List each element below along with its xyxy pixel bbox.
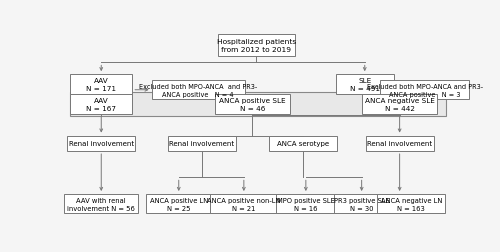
FancyBboxPatch shape	[336, 75, 394, 94]
FancyBboxPatch shape	[168, 136, 236, 151]
FancyBboxPatch shape	[214, 95, 290, 114]
FancyBboxPatch shape	[68, 136, 135, 151]
FancyBboxPatch shape	[366, 136, 434, 151]
Text: SLE
N = 491: SLE N = 491	[350, 78, 380, 91]
Text: MPO positive SLE
N = 16: MPO positive SLE N = 16	[277, 197, 335, 211]
FancyBboxPatch shape	[362, 95, 438, 114]
FancyBboxPatch shape	[70, 92, 446, 117]
Text: ANCA negative LN
N = 163: ANCA negative LN N = 163	[380, 197, 442, 211]
Text: ANCA positive non-LN
N = 21: ANCA positive non-LN N = 21	[207, 197, 281, 211]
FancyBboxPatch shape	[146, 194, 212, 214]
Text: AAV with renal
involvement N = 56: AAV with renal involvement N = 56	[68, 197, 135, 211]
Text: AAV
N = 167: AAV N = 167	[86, 98, 116, 111]
Text: Hospitalized patients
from 2012 to 2019: Hospitalized patients from 2012 to 2019	[216, 39, 296, 53]
FancyBboxPatch shape	[152, 81, 244, 100]
FancyBboxPatch shape	[210, 194, 278, 214]
Text: Renal involvement: Renal involvement	[367, 141, 432, 147]
Text: ANCA positive LN
N = 25: ANCA positive LN N = 25	[150, 197, 208, 211]
FancyBboxPatch shape	[276, 194, 336, 214]
FancyBboxPatch shape	[64, 194, 138, 214]
Text: Renal involvement: Renal involvement	[68, 141, 134, 147]
Text: Excluded both MPO-ANCA  and PR3-
ANCA positive   N = 4: Excluded both MPO-ANCA and PR3- ANCA pos…	[139, 84, 257, 97]
Text: Renal involvement: Renal involvement	[170, 141, 234, 147]
Text: Excluded both MPO-ANCA and PR3-
ANCA positive   N = 3: Excluded both MPO-ANCA and PR3- ANCA pos…	[367, 84, 483, 97]
FancyBboxPatch shape	[269, 136, 336, 151]
FancyBboxPatch shape	[334, 194, 390, 214]
FancyBboxPatch shape	[218, 35, 295, 56]
Text: AAV
N = 171: AAV N = 171	[86, 78, 116, 91]
FancyBboxPatch shape	[70, 95, 132, 114]
Text: ANCA serotype: ANCA serotype	[276, 141, 329, 147]
Text: PR3 positive SLE
N = 30: PR3 positive SLE N = 30	[334, 197, 390, 211]
Text: ANCA negative SLE
N = 442: ANCA negative SLE N = 442	[364, 98, 434, 111]
FancyBboxPatch shape	[380, 81, 470, 100]
FancyBboxPatch shape	[70, 75, 132, 94]
Text: ANCA positive SLE
N = 46: ANCA positive SLE N = 46	[219, 98, 286, 111]
FancyBboxPatch shape	[378, 194, 445, 214]
